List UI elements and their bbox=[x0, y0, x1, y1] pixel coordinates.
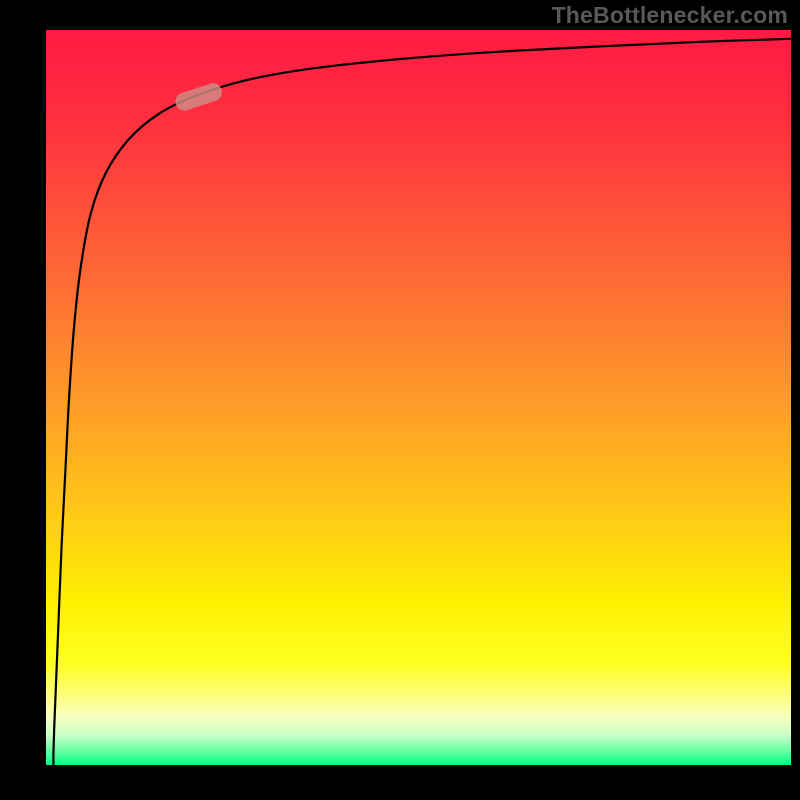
plot-background bbox=[46, 30, 791, 765]
chart-root: TheBottlenecker.com bbox=[0, 0, 800, 800]
bottleneck-chart bbox=[0, 0, 800, 800]
watermark-text: TheBottlenecker.com bbox=[552, 2, 788, 29]
